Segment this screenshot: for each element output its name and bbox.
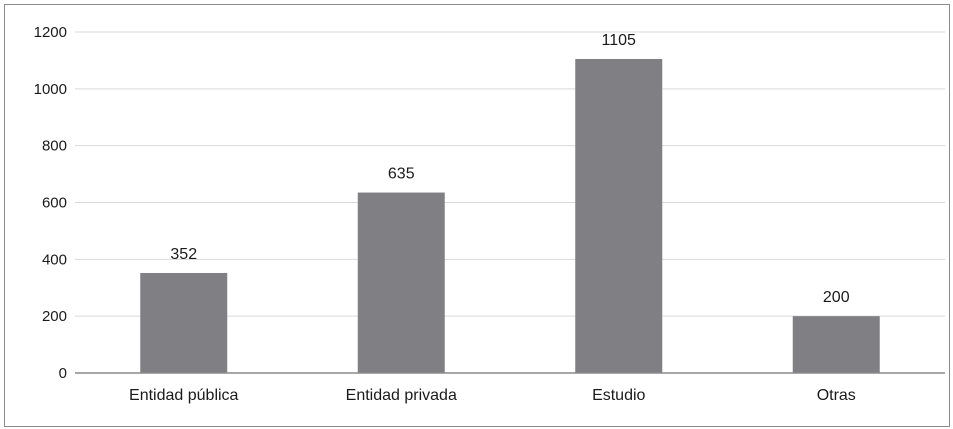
x-category-label: Estudio: [592, 387, 645, 404]
bars: [140, 59, 880, 373]
bar: [575, 59, 662, 373]
data-label: 352: [170, 246, 197, 263]
bar: [140, 273, 227, 373]
x-category-label: Entidad privada: [346, 387, 457, 404]
data-label: 200: [823, 289, 850, 306]
data-label: 635: [388, 166, 415, 183]
chart-frame: 0 200 400 600 800 1000 1200 352 635 1105 200 Enti…: [4, 4, 950, 427]
data-labels: 352 635 1105 200: [170, 32, 849, 306]
y-tick-label: 1200: [34, 24, 67, 41]
data-label: 1105: [602, 32, 637, 49]
bar: [793, 316, 880, 373]
x-category-label: Otras: [817, 387, 856, 404]
y-tick-label: 1000: [34, 81, 67, 98]
y-tick-label: 0: [59, 365, 67, 382]
y-tick-label: 800: [42, 138, 67, 155]
y-tick-label: 400: [42, 251, 67, 268]
x-axis-categories: Entidad pública Entidad privada Estudio Otr…: [129, 387, 856, 404]
bar-chart: 0 200 400 600 800 1000 1200 352 635 1105 200 Enti…: [5, 5, 949, 426]
y-tick-label: 600: [42, 195, 67, 212]
y-axis-ticks: 0 200 400 600 800 1000 1200: [34, 24, 67, 382]
bar: [358, 193, 445, 373]
x-category-label: Entidad pública: [129, 387, 239, 404]
y-tick-label: 200: [42, 308, 67, 325]
